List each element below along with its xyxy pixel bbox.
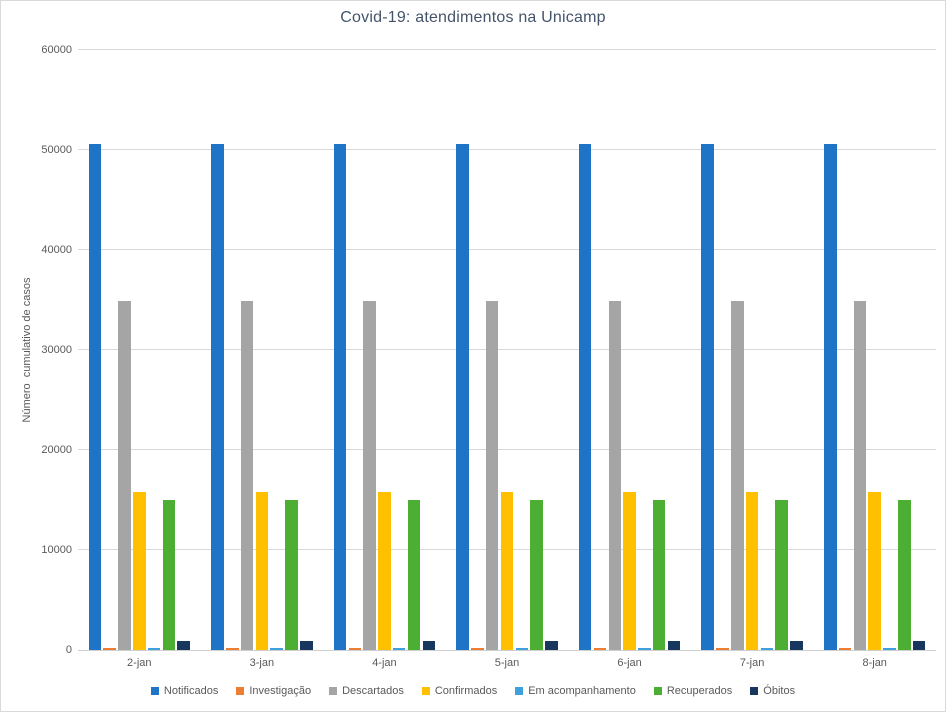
gridline-20000 [78, 449, 936, 450]
bar-notificados-5-jan [456, 144, 469, 650]
y-tick-label-30000: 30000 [41, 344, 72, 356]
y-axis-title: Número cumulativo de casos [21, 277, 33, 423]
bar-em-acompanhamento-2-jan [147, 648, 161, 650]
legend-label-notificados: Notificados [163, 685, 219, 697]
x-tick-label-8-jan: 8-jan [862, 657, 887, 669]
bar-recuperados-2-jan [162, 500, 176, 650]
bar-descartados-7-jan [731, 301, 744, 650]
y-tick-label-10000: 10000 [41, 544, 72, 556]
bar-em-acompanhamento-8-jan [883, 648, 896, 650]
y-tick-label-40000: 40000 [41, 244, 72, 256]
bar-investigacao-7-jan [716, 647, 729, 650]
y-tick-label-0: 0 [65, 644, 72, 656]
bar-recuperados-5-jan [530, 500, 543, 650]
legend-label-em-acompanhamento: Em acompanhamento [528, 685, 636, 697]
legend-item-descartados: Descartados [329, 685, 404, 697]
legend-swatch-descartados [329, 687, 338, 695]
gridline-50000 [78, 149, 936, 150]
gridline-60000 [78, 49, 936, 50]
bar-investigacao-2-jan [103, 647, 116, 650]
bar-em-acompanhamento-3-jan [270, 648, 283, 650]
bar-notificados-2-jan [88, 144, 102, 650]
bar-recuperados-4-jan [407, 500, 421, 650]
y-tick-label-60000: 60000 [41, 44, 72, 56]
bar-confirmados-4-jan [378, 492, 391, 650]
plot-area [78, 49, 936, 651]
bar-confirmados-5-jan [500, 492, 514, 650]
gridline-40000 [78, 249, 936, 250]
bar-descartados-4-jan [363, 301, 376, 650]
bar-recuperados-7-jan [775, 500, 788, 650]
bar-em-acompanhamento-7-jan [760, 648, 774, 650]
legend-item-investigacao: Investigação [236, 685, 311, 697]
bar-obitos-2-jan [177, 641, 190, 650]
bar-confirmados-6-jan [623, 492, 636, 650]
bar-investigacao-4-jan [348, 647, 362, 650]
legend-item-confirmados: Confirmados [421, 685, 498, 697]
bar-confirmados-8-jan [868, 492, 881, 650]
bar-notificados-7-jan [701, 144, 714, 650]
bar-confirmados-7-jan [745, 492, 759, 650]
bar-descartados-3-jan [240, 301, 254, 650]
legend-swatch-investigacao [236, 687, 245, 695]
bar-obitos-3-jan [300, 641, 313, 650]
legend-swatch-notificados [150, 687, 159, 695]
bar-investigacao-5-jan [471, 647, 484, 650]
bar-obitos-5-jan [545, 641, 558, 650]
gridline-30000 [78, 349, 936, 350]
bar-descartados-5-jan [485, 301, 499, 650]
bar-confirmados-3-jan [255, 492, 269, 650]
legend-label-recuperados: Recuperados [666, 685, 733, 697]
bar-notificados-6-jan [578, 144, 592, 650]
bar-notificados-4-jan [333, 144, 347, 650]
legend-item-obitos: Óbitos [750, 685, 795, 697]
bar-recuperados-3-jan [285, 500, 298, 650]
legend-swatch-recuperados [653, 687, 662, 695]
legend-item-em-acompanhamento: Em acompanhamento [515, 685, 636, 697]
bar-investigacao-8-jan [838, 647, 852, 650]
legend-label-investigacao: Investigação [249, 685, 312, 697]
y-tick-label-20000: 20000 [41, 444, 72, 456]
bar-confirmados-2-jan [133, 492, 146, 650]
x-tick-label-6-jan: 6-jan [617, 657, 642, 669]
bar-investigacao-3-jan [226, 647, 239, 650]
legend-swatch-em-acompanhamento [515, 687, 524, 695]
bar-notificados-8-jan [824, 144, 837, 650]
chart-title: Covid-19: atendimentos na Unicamp [340, 9, 606, 26]
bar-descartados-8-jan [853, 301, 867, 650]
legend-label-obitos: Óbitos [763, 685, 796, 697]
bar-investigacao-6-jan [593, 647, 607, 650]
x-tick-label-5-jan: 5-jan [494, 657, 520, 669]
legend-swatch-obitos [750, 687, 759, 695]
legend-swatch-confirmados [421, 687, 430, 695]
x-axis-line [78, 650, 936, 651]
x-tick-label-7-jan: 7-jan [739, 657, 765, 669]
x-tick-label-2-jan: 2-jan [127, 657, 152, 669]
y-tick-label-50000: 50000 [41, 144, 72, 156]
bar-descartados-6-jan [608, 301, 622, 650]
bar-recuperados-8-jan [898, 500, 911, 650]
bar-em-acompanhamento-5-jan [515, 648, 529, 650]
bar-em-acompanhamento-6-jan [638, 648, 651, 650]
legend-item-recuperados: Recuperados [653, 685, 733, 697]
legend: Notificados Investigação Descartados Confir… [0, 683, 946, 699]
bar-obitos-7-jan [790, 641, 803, 650]
legend-item-notificados: Notificados [150, 685, 219, 697]
bar-obitos-4-jan [422, 641, 436, 650]
bar-em-acompanhamento-4-jan [392, 648, 406, 650]
bar-recuperados-6-jan [652, 500, 666, 650]
bar-obitos-8-jan [912, 641, 926, 650]
bar-obitos-6-jan [667, 641, 681, 650]
legend-label-descartados: Descartados [342, 685, 404, 697]
bar-notificados-3-jan [211, 144, 224, 650]
x-tick-label-3-jan: 3-jan [249, 657, 275, 669]
x-tick-label-4-jan: 4-jan [372, 657, 397, 669]
bar-descartados-2-jan [118, 301, 131, 650]
legend-label-confirmados: Confirmados [434, 685, 498, 697]
